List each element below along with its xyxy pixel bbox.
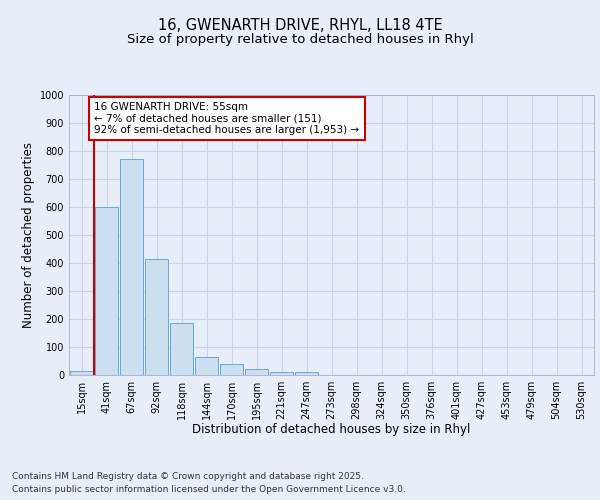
Text: 16 GWENARTH DRIVE: 55sqm
← 7% of detached houses are smaller (151)
92% of semi-d: 16 GWENARTH DRIVE: 55sqm ← 7% of detache… — [95, 102, 359, 135]
Y-axis label: Number of detached properties: Number of detached properties — [22, 142, 35, 328]
Bar — [120, 160, 143, 375]
Bar — [170, 323, 193, 375]
Text: Contains HM Land Registry data © Crown copyright and database right 2025.: Contains HM Land Registry data © Crown c… — [12, 472, 364, 481]
Bar — [220, 364, 243, 375]
Text: Contains public sector information licensed under the Open Government Licence v3: Contains public sector information licen… — [12, 485, 406, 494]
Bar — [195, 357, 218, 375]
Bar — [295, 372, 318, 375]
Bar — [245, 370, 268, 375]
Text: 16, GWENARTH DRIVE, RHYL, LL18 4TE: 16, GWENARTH DRIVE, RHYL, LL18 4TE — [158, 18, 442, 32]
Bar — [145, 259, 168, 375]
Bar — [270, 372, 293, 375]
Bar — [95, 207, 118, 375]
Bar — [70, 371, 93, 375]
X-axis label: Distribution of detached houses by size in Rhyl: Distribution of detached houses by size … — [193, 424, 470, 436]
Text: Size of property relative to detached houses in Rhyl: Size of property relative to detached ho… — [127, 32, 473, 46]
